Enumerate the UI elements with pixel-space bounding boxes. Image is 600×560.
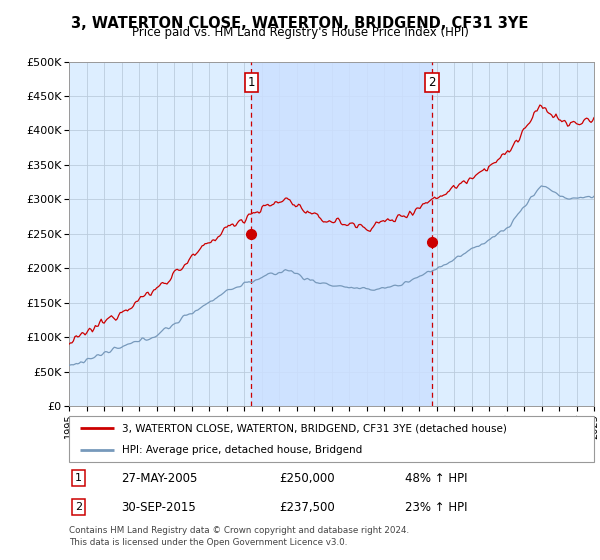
Text: 3, WATERTON CLOSE, WATERTON, BRIDGEND, CF31 3YE: 3, WATERTON CLOSE, WATERTON, BRIDGEND, C… xyxy=(71,16,529,31)
Text: Price paid vs. HM Land Registry's House Price Index (HPI): Price paid vs. HM Land Registry's House … xyxy=(131,26,469,39)
Text: 27-MAY-2005: 27-MAY-2005 xyxy=(121,472,198,484)
Text: £250,000: £250,000 xyxy=(279,472,335,484)
Text: 23% ↑ HPI: 23% ↑ HPI xyxy=(405,501,467,514)
Text: 1: 1 xyxy=(248,76,255,89)
Text: 30-SEP-2015: 30-SEP-2015 xyxy=(121,501,196,514)
Text: 2: 2 xyxy=(75,502,82,512)
Text: 2: 2 xyxy=(428,76,436,89)
FancyBboxPatch shape xyxy=(69,416,594,462)
Text: Contains HM Land Registry data © Crown copyright and database right 2024.
This d: Contains HM Land Registry data © Crown c… xyxy=(69,526,409,547)
Text: £237,500: £237,500 xyxy=(279,501,335,514)
Text: 48% ↑ HPI: 48% ↑ HPI xyxy=(405,472,467,484)
Text: HPI: Average price, detached house, Bridgend: HPI: Average price, detached house, Brid… xyxy=(121,445,362,455)
Text: 3, WATERTON CLOSE, WATERTON, BRIDGEND, CF31 3YE (detached house): 3, WATERTON CLOSE, WATERTON, BRIDGEND, C… xyxy=(121,423,506,433)
Text: 1: 1 xyxy=(75,473,82,483)
Bar xyxy=(251,62,432,406)
